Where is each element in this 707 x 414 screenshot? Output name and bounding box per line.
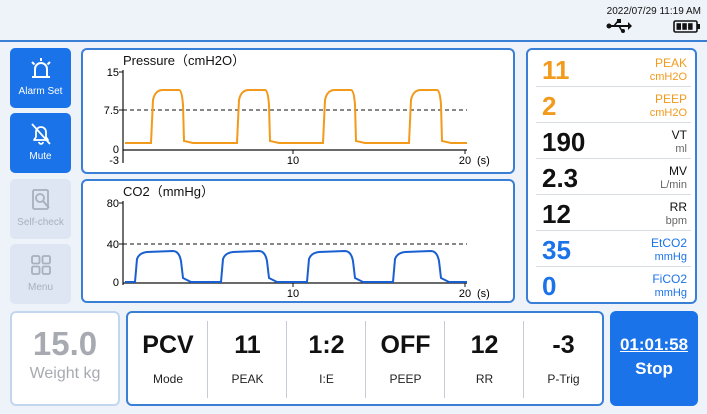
- self-check-icon: [31, 189, 50, 210]
- setting-value: -3: [552, 331, 575, 359]
- pressure-waveform: Pressure（cmH2O） 15 7.5 0 -3 10 20 (s): [104, 53, 490, 167]
- bell-muted-icon: [30, 123, 51, 145]
- setting-value: OFF: [380, 331, 431, 359]
- co2-ytick: 40: [107, 239, 119, 251]
- pressure-xtick: 20: [459, 155, 471, 167]
- alarm-set-button[interactable]: Alarm Set: [10, 48, 71, 108]
- co2-trace: [125, 249, 467, 283]
- readout-name: PEAK: [654, 56, 687, 70]
- setting-label: I:E: [319, 372, 334, 386]
- co2-xtick: 10: [287, 288, 299, 300]
- co2-ytick: 80: [107, 198, 119, 210]
- setting-rr[interactable]: 12 RR: [444, 321, 524, 398]
- menu-button[interactable]: Menu: [10, 244, 71, 304]
- readout-value: 11: [542, 55, 570, 85]
- readout-unit: mmHg: [654, 251, 687, 263]
- readout-name: MV: [669, 164, 687, 178]
- usb-icon: [606, 19, 632, 33]
- readout-value: 2.3: [542, 163, 579, 193]
- setting-mode[interactable]: PCV Mode: [128, 321, 208, 398]
- readout-name: PEEP: [654, 92, 687, 106]
- setting-label: RR: [475, 372, 494, 386]
- co2-xtick: 20: [459, 288, 471, 300]
- setting-value: 12: [470, 331, 499, 359]
- setting-p-trig[interactable]: -3 P-Trig: [523, 321, 603, 398]
- settings-panel: PCV Mode 11 PEAK 1:2 I:E OFF PEEP 12 RR …: [126, 311, 604, 406]
- pressure-ytick: -3: [109, 155, 119, 167]
- datetime: 2022/07/29 11:19 AM: [606, 6, 701, 17]
- readout-value: 35: [542, 235, 571, 265]
- readout-value: 2: [542, 91, 557, 121]
- readout-unit: cmH2O: [649, 71, 687, 83]
- self-check-label: Self-check: [17, 217, 64, 228]
- grid-menu-icon: [30, 255, 51, 275]
- readout-peep: 2 PEEP cmH2O: [536, 88, 691, 123]
- co2-ytick: 0: [113, 277, 119, 289]
- pressure-trace: [125, 89, 467, 144]
- setting-peep[interactable]: OFF PEEP: [365, 321, 445, 398]
- readout-mv: 2.3 MV L/min: [536, 160, 691, 195]
- readout-peak: 11 PEAK cmH2O: [536, 52, 691, 87]
- readout-name: RR: [669, 200, 687, 214]
- mute-label: Mute: [29, 151, 52, 162]
- readout-unit: ml: [675, 143, 687, 155]
- readout-value: 190: [542, 127, 586, 157]
- menu-label: Menu: [27, 282, 53, 293]
- co2-waveform: CO2（mmHg） 80 40 0 10 20 (s): [107, 184, 490, 300]
- readout-vt: 190 VT ml: [536, 124, 691, 159]
- pressure-ytick: 0: [113, 144, 119, 156]
- weight-button[interactable]: 15.0 Weight kg: [10, 311, 120, 406]
- measurements-panel: 11 PEAK cmH2O 2 PEEP cmH2O 190 VT ml 2.3…: [526, 48, 697, 304]
- alarm-set-label: Alarm Set: [18, 86, 63, 97]
- setting-label: PEAK: [231, 372, 264, 386]
- readout-name: VT: [671, 128, 687, 142]
- setting-peak[interactable]: 11 PEAK: [207, 321, 287, 398]
- setting-label: Mode: [152, 372, 184, 386]
- weight-value: 15.0: [32, 325, 98, 362]
- co2-waveform-panel: CO2（mmHg） 80 40 0 10 20 (s): [81, 179, 515, 303]
- readout-value: 0: [542, 271, 557, 301]
- alarm-icon: [30, 58, 51, 78]
- pressure-ytick: 7.5: [104, 105, 119, 117]
- readout-name: EtCO2: [650, 236, 687, 250]
- setting-ie[interactable]: 1:2 I:E: [286, 321, 366, 398]
- pressure-waveform-panel: Pressure（cmH2O） 15 7.5 0 -3 10 20 (s): [81, 48, 515, 174]
- battery-icon: [673, 20, 700, 33]
- pressure-xunit: (s): [477, 155, 490, 167]
- readout-unit: L/min: [660, 179, 687, 191]
- weight-label: Weight kg: [29, 365, 101, 382]
- stop-button[interactable]: 01:01:58 Stop: [610, 311, 698, 406]
- readout-rr: 12 RR bpm: [536, 196, 691, 231]
- readout-unit: bpm: [665, 215, 687, 227]
- readout-etco2: 35 EtCO2 mmHg: [536, 232, 691, 267]
- co2-xunit: (s): [477, 288, 490, 300]
- pressure-xtick: 10: [287, 155, 299, 167]
- setting-label: P-Trig: [547, 372, 580, 386]
- setting-value: PCV: [142, 331, 194, 359]
- setting-label: PEEP: [389, 372, 422, 386]
- readout-unit: cmH2O: [649, 107, 687, 119]
- pressure-title: Pressure（cmH2O）: [123, 53, 245, 68]
- setting-value: 11: [234, 331, 261, 359]
- readout-fico2: 0 FiCO2 mmHg: [536, 268, 691, 303]
- stop-label: Stop: [635, 359, 673, 378]
- elapsed-timer: 01:01:58: [619, 335, 689, 354]
- pressure-ytick: 15: [107, 67, 119, 79]
- status-bar: 2022/07/29 11:19 AM: [0, 0, 707, 42]
- setting-value: 1:2: [308, 331, 345, 359]
- readout-unit: mmHg: [654, 287, 687, 299]
- readout-name: FiCO2: [652, 272, 687, 286]
- co2-title: CO2（mmHg）: [123, 184, 214, 199]
- self-check-button[interactable]: Self-check: [10, 179, 71, 239]
- mute-button[interactable]: Mute: [10, 113, 71, 173]
- readout-value: 12: [542, 199, 571, 229]
